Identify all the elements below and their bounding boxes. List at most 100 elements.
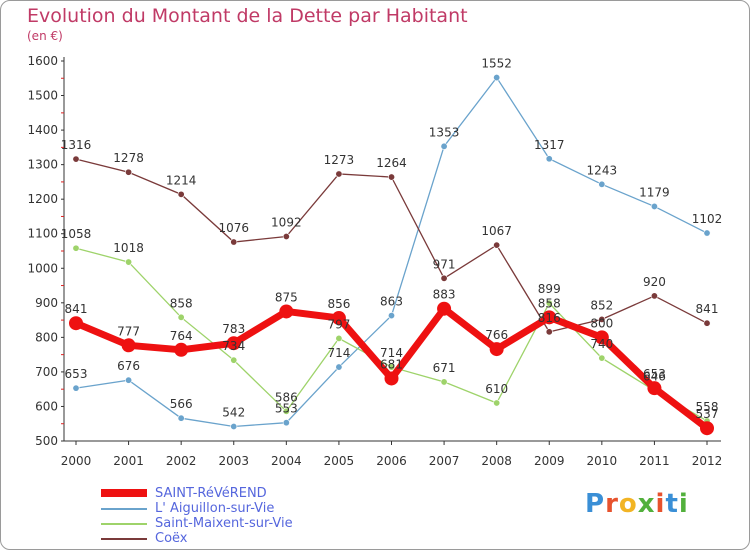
logo-letter: t bbox=[665, 489, 679, 519]
data-label: 1058 bbox=[61, 227, 92, 241]
data-label: 676 bbox=[117, 359, 140, 373]
legend-label: Coëx bbox=[155, 531, 188, 546]
data-point bbox=[335, 170, 343, 178]
y-tick-label: 600 bbox=[35, 399, 58, 413]
data-point bbox=[72, 384, 80, 392]
chart-legend: SAINT-RéVéREND L' Aiguillon-sur-Vie Sain… bbox=[101, 486, 401, 547]
data-point bbox=[335, 334, 343, 342]
data-label: 858 bbox=[170, 296, 193, 310]
data-label: 734 bbox=[222, 339, 245, 353]
data-point bbox=[598, 315, 606, 323]
data-label: 856 bbox=[327, 297, 350, 311]
x-tick-label: 2003 bbox=[218, 454, 249, 468]
legend-swatch bbox=[101, 523, 147, 525]
data-point bbox=[177, 190, 185, 198]
data-label: 1102 bbox=[692, 212, 723, 226]
data-label: 1018 bbox=[113, 241, 144, 255]
data-point bbox=[335, 363, 343, 371]
data-point bbox=[647, 381, 662, 396]
x-tick-label: 2004 bbox=[271, 454, 302, 468]
data-label: 1264 bbox=[376, 156, 407, 170]
data-label: 1316 bbox=[61, 138, 92, 152]
x-tick-label: 2008 bbox=[481, 454, 512, 468]
data-label: 883 bbox=[433, 288, 456, 302]
data-label: 1317 bbox=[534, 138, 565, 152]
data-point bbox=[125, 376, 133, 384]
chart-subtitle: (en €) bbox=[27, 29, 63, 43]
legend-swatch bbox=[101, 508, 147, 510]
data-point bbox=[282, 419, 290, 427]
legend-item: L' Aiguillon-sur-Vie bbox=[101, 501, 401, 517]
data-point bbox=[177, 313, 185, 321]
x-tick-label: 2005 bbox=[324, 454, 355, 468]
data-label: 714 bbox=[327, 346, 350, 360]
data-point bbox=[230, 356, 238, 364]
data-point bbox=[279, 304, 294, 319]
data-label: 800 bbox=[590, 316, 613, 330]
data-point bbox=[125, 258, 133, 266]
data-label: 777 bbox=[117, 324, 140, 338]
data-label: 1273 bbox=[324, 153, 355, 167]
legend-swatch bbox=[101, 538, 147, 540]
legend-label: Saint-Maixent-sur-Vie bbox=[155, 516, 293, 531]
x-tick-label: 2011 bbox=[639, 454, 670, 468]
data-point bbox=[72, 244, 80, 252]
data-point bbox=[72, 155, 80, 163]
logo-letter: o bbox=[618, 489, 638, 519]
data-point bbox=[440, 378, 448, 386]
data-label: 816 bbox=[538, 311, 561, 325]
data-label: 783 bbox=[222, 322, 245, 336]
data-label: 1552 bbox=[481, 57, 512, 71]
data-point bbox=[703, 229, 711, 237]
data-label: 586 bbox=[275, 390, 298, 404]
data-label: 1076 bbox=[218, 221, 249, 235]
data-point bbox=[69, 316, 83, 331]
logo-letter: i bbox=[678, 489, 689, 519]
logo-letter: r bbox=[605, 489, 619, 519]
x-tick-label: 2009 bbox=[534, 454, 565, 468]
x-tick-label: 2002 bbox=[166, 454, 197, 468]
data-label: 1179 bbox=[639, 185, 670, 199]
logo-letter: P bbox=[585, 489, 606, 519]
data-label: 766 bbox=[485, 328, 508, 342]
data-point bbox=[125, 168, 133, 176]
data-point bbox=[387, 173, 395, 181]
x-tick-label: 2006 bbox=[376, 454, 407, 468]
legend-item: SAINT-RéVéREND bbox=[101, 486, 401, 502]
data-label: 858 bbox=[538, 296, 561, 310]
data-point bbox=[174, 342, 189, 357]
data-point bbox=[387, 312, 395, 320]
y-tick-label: 1600 bbox=[27, 54, 58, 68]
data-label: 542 bbox=[222, 405, 245, 419]
data-label: 1067 bbox=[481, 224, 512, 238]
data-label: 863 bbox=[380, 295, 403, 309]
data-point bbox=[384, 371, 399, 386]
data-label: 1092 bbox=[271, 215, 302, 229]
data-label: 971 bbox=[433, 257, 456, 271]
y-tick-label: 1200 bbox=[27, 192, 58, 206]
data-point bbox=[440, 274, 448, 282]
y-tick-label: 800 bbox=[35, 330, 58, 344]
data-point bbox=[230, 422, 238, 430]
data-point bbox=[493, 399, 501, 407]
data-point bbox=[598, 354, 606, 362]
y-tick-label: 1100 bbox=[27, 227, 58, 241]
data-label: 875 bbox=[275, 290, 298, 304]
data-label: 797 bbox=[327, 317, 350, 331]
data-point bbox=[331, 311, 346, 326]
y-tick-label: 900 bbox=[35, 296, 58, 310]
data-point bbox=[282, 407, 290, 415]
legend-label: SAINT-RéVéREND bbox=[155, 486, 267, 501]
x-tick-label: 2001 bbox=[113, 454, 144, 468]
data-point bbox=[650, 202, 658, 210]
data-point bbox=[440, 142, 448, 150]
x-tick-label: 2012 bbox=[692, 454, 723, 468]
data-label: 681 bbox=[380, 357, 403, 371]
y-tick-label: 500 bbox=[35, 434, 58, 448]
data-label: 566 bbox=[170, 397, 193, 411]
data-point bbox=[545, 155, 553, 163]
data-label: 764 bbox=[170, 329, 193, 343]
y-tick-label: 1300 bbox=[27, 158, 58, 172]
data-point bbox=[489, 342, 504, 357]
